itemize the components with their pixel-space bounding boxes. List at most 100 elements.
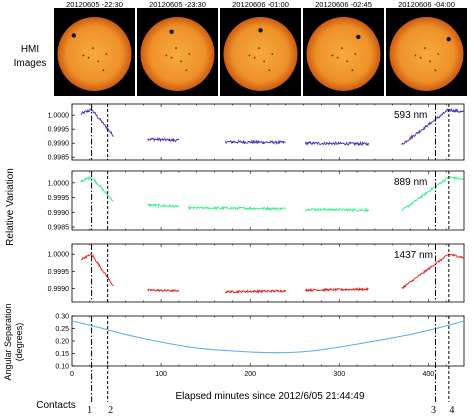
sunspot xyxy=(414,54,417,57)
light-curve-segment xyxy=(80,252,114,287)
light-curve-segment xyxy=(305,207,369,213)
light-curve-segment xyxy=(147,202,179,209)
chart-panel: 1.0000 0.9995 0.9990 0.9985 593 nm xyxy=(48,103,465,162)
light-curve-segment xyxy=(147,288,180,293)
y-tick-label: 0.30 xyxy=(55,314,69,321)
sunspot xyxy=(188,53,191,55)
x-tick-label: 400 xyxy=(423,371,435,378)
sun-disk xyxy=(57,17,132,91)
sunspot xyxy=(175,47,177,49)
hmi-image-strip: 20120605 -22:30 20120605 -23:30 20120606 -… xyxy=(54,0,467,96)
sunspot xyxy=(341,47,343,49)
sunspot xyxy=(97,60,100,63)
light-curve-segment xyxy=(80,108,114,138)
chart-panel: 1.0000 0.9995 0.9990 0.9985 889 nm xyxy=(48,170,465,232)
sunspot xyxy=(185,69,188,72)
sunspot xyxy=(336,56,339,59)
angular-separation-label: Angular Separation xyxy=(3,303,13,380)
light-curve-segment xyxy=(80,175,114,202)
sunspot xyxy=(170,56,173,59)
sun-disk xyxy=(140,17,215,91)
sunspot xyxy=(92,47,94,49)
sunspot xyxy=(102,69,105,72)
y-tick-label: 1.0000 xyxy=(48,113,70,120)
contact-number: 3 xyxy=(431,405,436,416)
sunspot xyxy=(434,69,437,72)
light-curve-segment xyxy=(147,136,180,143)
contact-number: 4 xyxy=(449,405,454,416)
hmi-image-label: 20120606 -01:00 xyxy=(232,0,289,9)
chart-panel: 1.0000 0.9995 0.9990 1437 nm xyxy=(48,243,465,303)
x-tick-label: 0 xyxy=(70,371,74,378)
y-tick-label: 0.9985 xyxy=(48,155,70,162)
sunspot xyxy=(354,53,357,55)
sunspot xyxy=(253,56,256,59)
sunspot xyxy=(424,47,426,49)
x-axis-label: Elapsed minutes since 2012/6/05 21:44:49 xyxy=(175,391,364,402)
y-tick-label: 0.9995 xyxy=(48,127,70,134)
contact-number: 2 xyxy=(108,405,113,416)
sunspot xyxy=(331,54,334,57)
contacts-label: Contacts xyxy=(36,400,75,411)
sunspot xyxy=(105,53,108,55)
y-tick-label: 1.0000 xyxy=(48,180,70,187)
hmi-image: 20120606 -02:45 xyxy=(303,0,384,96)
light-curve-segment xyxy=(401,175,464,212)
sunspot xyxy=(346,60,349,63)
sunspot xyxy=(429,60,432,63)
y-tick-label: 1.0000 xyxy=(48,252,70,259)
sunspot xyxy=(165,54,168,57)
sunspot xyxy=(437,53,440,55)
sun-disk xyxy=(223,17,298,91)
hmi-image: 20120606 -04:00 xyxy=(386,0,467,96)
venus-dot xyxy=(356,34,361,40)
y-tick-label: 0.9995 xyxy=(48,195,70,202)
chart-panel: 0.30 0.25 0.20 0.15 0.100 100 200 300 400 xyxy=(55,314,465,402)
hmi-label-line-1: HMI xyxy=(21,44,39,55)
sunspot xyxy=(180,60,183,63)
sunspot xyxy=(263,60,266,63)
hmi-image-label: 20120605 -22:30 xyxy=(66,0,123,9)
sun-disk xyxy=(389,17,464,91)
sunspot xyxy=(87,56,90,59)
hmi-image: 20120605 -23:30 xyxy=(137,0,218,96)
y-tick-label: 0.20 xyxy=(55,339,69,346)
light-curve-segment xyxy=(224,289,287,294)
angular-separation-line xyxy=(71,320,465,354)
hmi-image-label: 20120605 -23:30 xyxy=(149,0,206,9)
contact-numbers: 1 2 3 4 xyxy=(87,405,454,416)
venus-dot xyxy=(169,29,174,34)
hmi-image: 20120606 -01:00 xyxy=(220,0,301,96)
hmi-image-label: 20120606 -04:00 xyxy=(398,0,455,9)
angular-separation-units: (degrees) xyxy=(14,323,24,362)
series-label: 889 nm xyxy=(394,177,427,188)
series-label: 593 nm xyxy=(394,110,427,121)
chart-panels: 1.0000 0.9995 0.9990 0.9985 593 nm 1.0000 0.99… xyxy=(48,103,465,402)
venus-dot xyxy=(446,37,451,42)
hmi-image-label: 20120606 -02:45 xyxy=(315,0,372,9)
y-tick-label: 0.15 xyxy=(55,351,69,358)
y-tick-label: 0.25 xyxy=(55,326,69,333)
sunspot xyxy=(419,56,422,59)
y-tick-label: 0.9990 xyxy=(48,210,70,217)
light-curve-segment xyxy=(401,107,464,145)
x-tick-label: 200 xyxy=(244,371,256,378)
panel-frame xyxy=(71,315,465,367)
sunspot xyxy=(268,69,271,72)
hmi-image: 20120605 -22:30 xyxy=(54,0,135,96)
sunspot xyxy=(82,54,85,57)
sunspot xyxy=(258,47,260,49)
contact-number: 1 xyxy=(87,405,92,416)
x-tick-label: 100 xyxy=(155,371,167,378)
light-curve-segment xyxy=(401,253,464,290)
sun-disk xyxy=(306,17,381,91)
venus-dot xyxy=(71,33,76,38)
venus-dot xyxy=(258,28,263,33)
light-curve-segment xyxy=(304,286,369,293)
sunspot xyxy=(351,69,354,72)
hmi-label-line-2: Images xyxy=(14,58,47,69)
light-curve-segment xyxy=(304,140,369,147)
y-tick-label: 0.9990 xyxy=(48,286,70,293)
y-tick-label: 0.10 xyxy=(55,364,69,371)
